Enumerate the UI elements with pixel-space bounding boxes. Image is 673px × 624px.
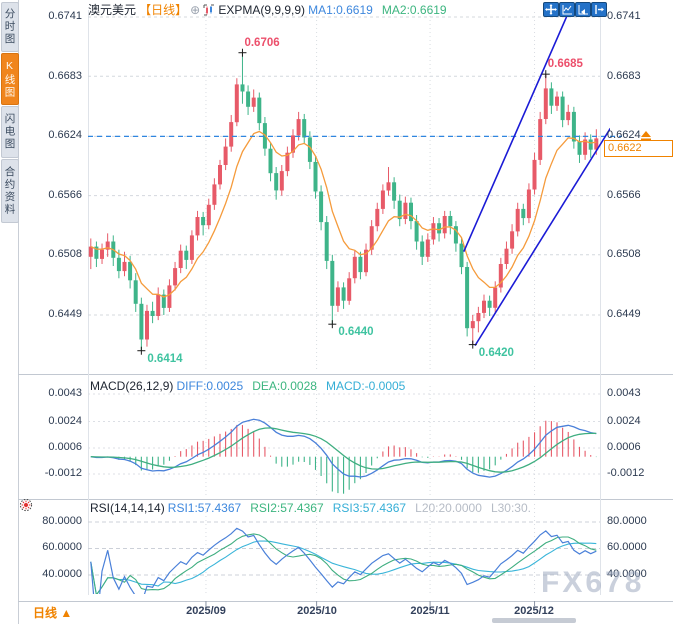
price-axis-label: 0.6683 (607, 70, 641, 82)
price-annotation: 0.6685 (547, 58, 583, 71)
price-axis-label: 0.6741 (48, 10, 82, 22)
chart-header: 澳元美元 【日线】 ⊕ EXPMA(9,9,9,9) MA1:0.6619 MA… (88, 1, 447, 19)
macd-axis-label: 0.0043 (607, 387, 641, 399)
sidebar-tab-kline-chart[interactable]: K线图 (1, 53, 19, 105)
sidebar-tab-time-chart[interactable]: 分时图 (1, 2, 19, 52)
rsi-l30-value: L30:30. (490, 501, 531, 515)
price-axis-label: 0.6449 (607, 308, 641, 320)
price-axis-label: 0.6508 (607, 248, 641, 260)
plot-left-edge (88, 10, 89, 595)
pan-crosshair-icon[interactable] (543, 2, 559, 17)
panel-separator (18, 374, 673, 375)
chart-type-icon[interactable] (203, 4, 215, 19)
macd-axis-label: 0.0006 (607, 441, 641, 453)
indicator-title: EXPMA(9,9,9,9) (218, 3, 306, 17)
panel-separator (18, 499, 673, 500)
macd-header: MACD(26,12,9) DIFF:0.0025 DEA:0.0028 MAC… (90, 379, 405, 393)
ma1-value: MA1:0.6619 (308, 3, 373, 17)
indicator-preview-icon[interactable] (575, 2, 591, 17)
rsi-axis-label: 40.0000 (42, 568, 82, 580)
date-axis-label: 2025/12 (514, 605, 554, 617)
macd-axis-label: 0.0006 (48, 441, 82, 453)
triangle-up-icon: ▲ (60, 606, 73, 620)
rsi-l20-value: L20:20.0000 (415, 501, 482, 515)
macd-diff-value: DIFF:0.0025 (176, 379, 244, 393)
rsi-axis-label: 60.0000 (42, 541, 82, 553)
panel-separator (18, 601, 673, 602)
rsi-axis-label: 80.0000 (607, 515, 647, 527)
price-axis-label: 0.6566 (48, 189, 82, 201)
price-annotation: 0.6420 (478, 346, 514, 359)
exit-restore-icon[interactable] (591, 2, 607, 17)
period-tag: 【日线】 (139, 3, 188, 17)
ma2-value: MA2:0.6619 (381, 3, 447, 17)
scale-range-icon[interactable] (559, 2, 575, 17)
macd-axis-label: 0.0024 (607, 415, 641, 427)
macd-axis-label: -0.0012 (44, 467, 82, 479)
price-axis-label: 0.6566 (607, 189, 641, 201)
horizontal-scrollbar[interactable] (492, 618, 576, 623)
jump-to-latest-icon (641, 131, 651, 141)
instrument-name: 澳元美元 (88, 3, 137, 17)
price-axis-label: 0.6508 (48, 248, 82, 260)
macd-axis-label: 0.0024 (48, 415, 82, 427)
rsi-header: RSI(14,14,14) RSI1:57.4367 RSI2:57.4367 … (90, 501, 531, 515)
macd-bar-value: MACD:-0.0005 (325, 379, 406, 393)
rsi-axis-label: 80.0000 (42, 515, 82, 527)
date-axis-label: 2025/10 (297, 605, 337, 617)
macd-axis-label: 0.0043 (48, 387, 82, 399)
add-indicator-icon[interactable]: ⊕ (190, 3, 201, 17)
price-axis-label: 0.6741 (607, 10, 641, 22)
rsi-axis-label: 40.0000 (607, 568, 647, 580)
macd-title: MACD(26,12,9) (90, 379, 174, 393)
date-axis-label: 2025/11 (410, 605, 450, 617)
rsi2-value: RSI2:57.4367 (250, 501, 324, 515)
rsi-axis-label: 60.0000 (607, 541, 647, 553)
macd-dea-value: DEA:0.0028 (252, 379, 317, 393)
indicator-settings-icon[interactable] (19, 498, 33, 512)
price-axis-label: 0.6449 (48, 308, 82, 320)
price-annotation: 0.6706 (244, 36, 280, 49)
sidebar-tab-flash-chart[interactable]: 闪电图 (1, 106, 19, 158)
price-axis-label: 0.6624 (48, 129, 82, 141)
macd-axis-label: -0.0012 (607, 467, 645, 479)
current-price-box: 0.6622 (604, 140, 673, 157)
watermark: FX678 (541, 566, 645, 599)
plot-right-edge (600, 10, 601, 595)
period-selector-button[interactable]: 日线 ▲ (33, 604, 72, 621)
rsi-title: RSI(14,14,14) (90, 501, 165, 515)
period-label: 日线 (33, 606, 58, 620)
price-annotation: 0.6440 (338, 326, 374, 339)
price-annotation: 0.6414 (147, 352, 183, 365)
price-axis-label: 0.6683 (48, 70, 82, 82)
sidebar-tab-contract-info[interactable]: 合约资料 (1, 159, 19, 223)
sidebar: 分时图 K线图 闪电图 合约资料 (0, 0, 19, 624)
price-axis-label: 0.6624 (607, 129, 641, 141)
rsi1-value: RSI1:57.4367 (167, 501, 242, 515)
date-axis-label: 2025/09 (186, 605, 226, 617)
rsi3-value: RSI3:57.4367 (332, 501, 407, 515)
